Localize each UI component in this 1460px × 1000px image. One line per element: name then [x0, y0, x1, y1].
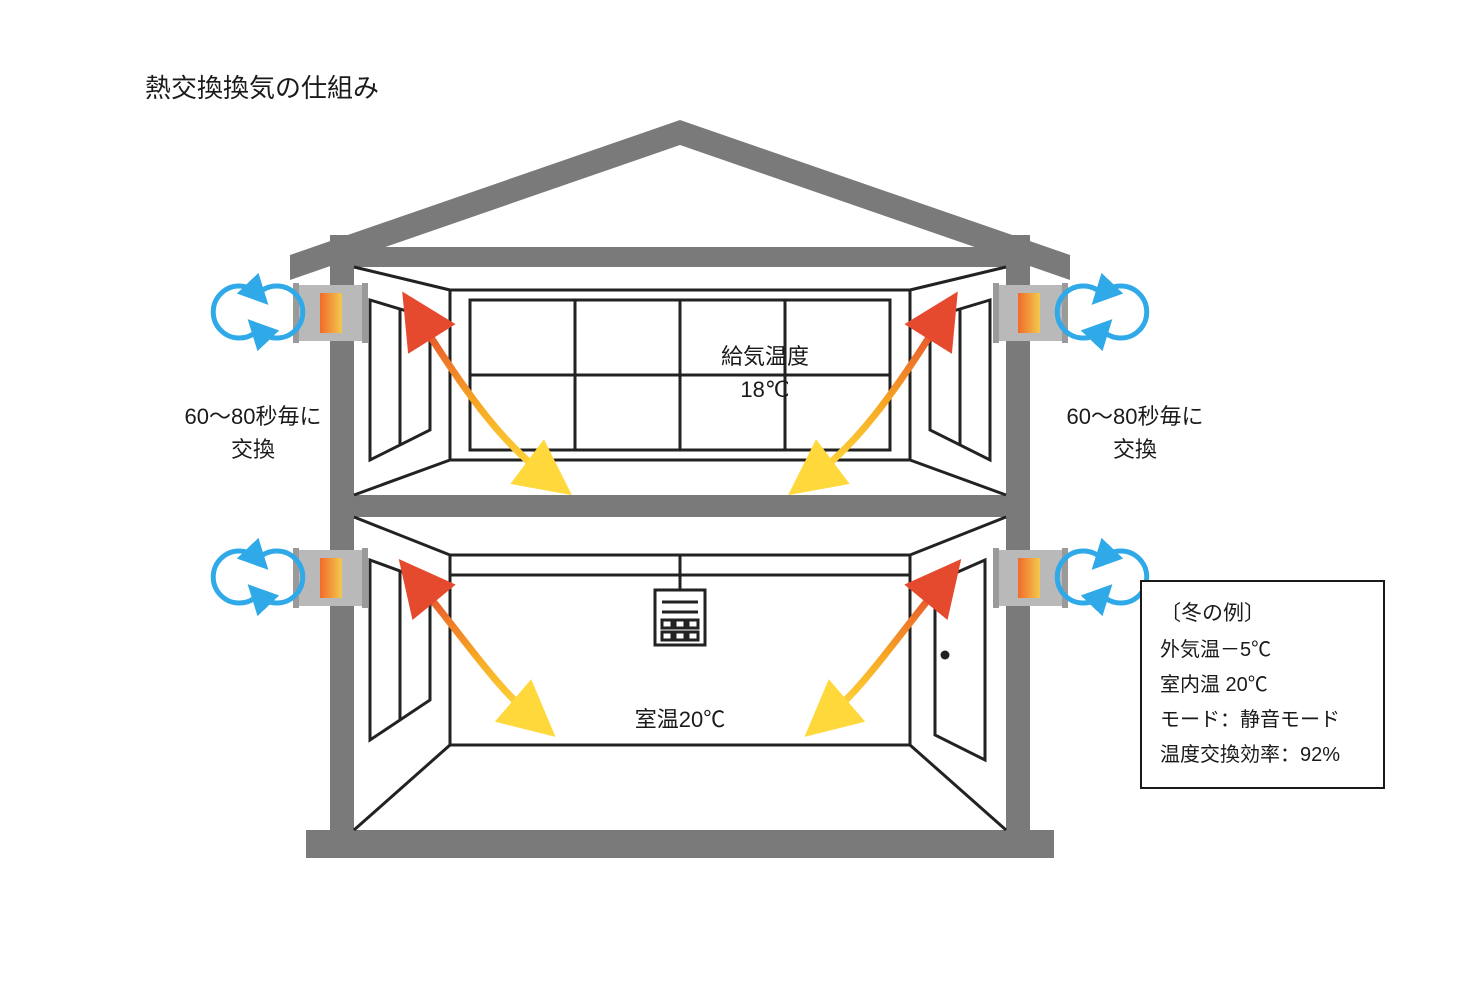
interval-right-line1: 60～80秒毎に	[1067, 404, 1204, 429]
info-line2: 室内温 20℃	[1160, 668, 1365, 703]
info-line1: 外気温－5℃	[1160, 633, 1365, 668]
info-line4: 温度交換効率：92%	[1160, 738, 1365, 773]
interval-left-line1: 60～80秒毎に	[185, 404, 322, 429]
room-temp-label: 室温20℃	[600, 703, 760, 736]
supply-temp-line1: 給気温度	[721, 344, 809, 369]
lower-room	[354, 517, 1006, 830]
winter-example-box: 〔冬の例〕 外気温－5℃ 室内温 20℃ モード：静音モード 温度交換効率：92…	[1140, 580, 1385, 789]
diagram-svg	[0, 0, 1460, 1000]
supply-temp-label: 給気温度 18℃	[690, 340, 840, 406]
upper-room	[354, 267, 1006, 495]
info-line3: モード：静音モード	[1160, 703, 1365, 738]
interval-left-label: 60～80秒毎に 交換	[158, 400, 348, 466]
supply-temp-line2: 18℃	[740, 377, 789, 402]
interval-left-line2: 交換	[231, 437, 275, 462]
interval-right-line2: 交換	[1113, 437, 1157, 462]
info-header: 〔冬の例〕	[1160, 596, 1365, 633]
interval-right-label: 60～80秒毎に 交換	[1040, 400, 1230, 466]
